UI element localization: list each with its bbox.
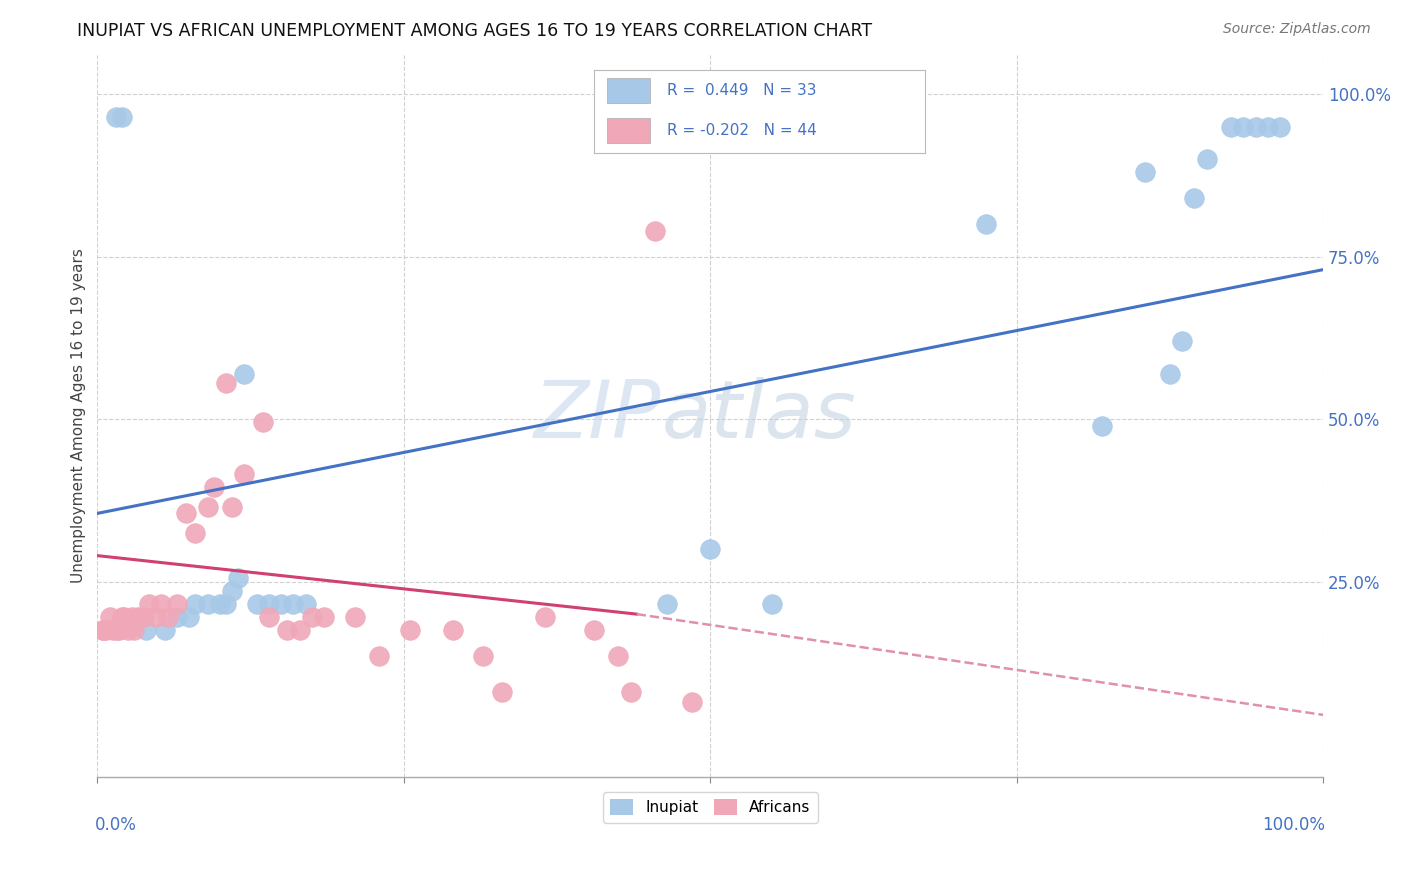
Point xyxy=(246,598,269,612)
Point xyxy=(184,525,207,540)
Point xyxy=(1171,334,1194,348)
Point xyxy=(121,610,143,624)
Point xyxy=(145,610,167,624)
Point xyxy=(105,624,128,638)
Point xyxy=(1091,418,1114,433)
Point xyxy=(233,367,256,381)
Point xyxy=(233,467,256,482)
Point xyxy=(157,610,180,624)
Point xyxy=(1135,165,1157,179)
Point xyxy=(681,695,703,709)
Point xyxy=(138,598,160,612)
Point xyxy=(1244,120,1267,134)
Point xyxy=(491,685,513,699)
Point xyxy=(166,598,188,612)
Point xyxy=(208,598,231,612)
Point xyxy=(761,598,783,612)
Text: INUPIAT VS AFRICAN UNEMPLOYMENT AMONG AGES 16 TO 19 YEARS CORRELATION CHART: INUPIAT VS AFRICAN UNEMPLOYMENT AMONG AG… xyxy=(77,22,873,40)
Point xyxy=(221,584,243,599)
Point xyxy=(619,685,641,699)
Text: 0.0%: 0.0% xyxy=(94,816,136,834)
Point xyxy=(257,610,280,624)
Point xyxy=(197,500,219,514)
Point xyxy=(153,624,176,638)
Point xyxy=(112,610,135,624)
Point xyxy=(294,598,316,612)
Point xyxy=(108,624,131,638)
Point xyxy=(94,624,117,638)
Text: ZIP: ZIP xyxy=(534,377,661,455)
Point xyxy=(226,571,249,585)
Y-axis label: Unemployment Among Ages 16 to 19 years: Unemployment Among Ages 16 to 19 years xyxy=(72,249,86,583)
Point xyxy=(215,376,238,391)
Point xyxy=(98,610,121,624)
Point xyxy=(314,610,336,624)
Point xyxy=(93,624,115,638)
Point xyxy=(1159,367,1181,381)
Point xyxy=(472,649,495,664)
Point xyxy=(111,610,134,624)
Point xyxy=(657,598,679,612)
Point xyxy=(533,610,555,624)
Point xyxy=(166,610,188,624)
Point xyxy=(368,649,391,664)
Point xyxy=(104,110,127,124)
Point xyxy=(1184,191,1206,205)
Point xyxy=(132,610,155,624)
Point xyxy=(127,610,149,624)
Point xyxy=(276,624,298,638)
Point xyxy=(174,507,197,521)
Point xyxy=(974,217,997,231)
Point xyxy=(179,610,201,624)
Point xyxy=(252,416,274,430)
Point xyxy=(1257,120,1279,134)
Point xyxy=(607,649,630,664)
Point xyxy=(221,500,243,514)
Point xyxy=(1232,120,1254,134)
Point xyxy=(399,624,422,638)
Point xyxy=(1220,120,1243,134)
Point xyxy=(257,598,280,612)
Text: 100.0%: 100.0% xyxy=(1263,816,1326,834)
Point xyxy=(135,624,157,638)
Point xyxy=(301,610,323,624)
Point xyxy=(202,480,225,494)
Point xyxy=(1195,152,1218,166)
Point xyxy=(93,624,115,638)
Text: Source: ZipAtlas.com: Source: ZipAtlas.com xyxy=(1223,22,1371,37)
Point xyxy=(582,624,605,638)
Point xyxy=(644,224,666,238)
Point xyxy=(150,598,173,612)
Text: atlas: atlas xyxy=(661,377,856,455)
Point xyxy=(122,624,145,638)
Point xyxy=(215,598,238,612)
Point xyxy=(103,624,125,638)
Point xyxy=(288,624,311,638)
Point xyxy=(197,598,219,612)
Point xyxy=(699,542,721,557)
Point xyxy=(184,598,207,612)
Legend: Inupiat, Africans: Inupiat, Africans xyxy=(603,792,818,823)
Point xyxy=(343,610,366,624)
Point xyxy=(441,624,464,638)
Point xyxy=(117,624,139,638)
Point xyxy=(1270,120,1292,134)
Point xyxy=(111,110,134,124)
Point xyxy=(270,598,292,612)
Point xyxy=(283,598,305,612)
